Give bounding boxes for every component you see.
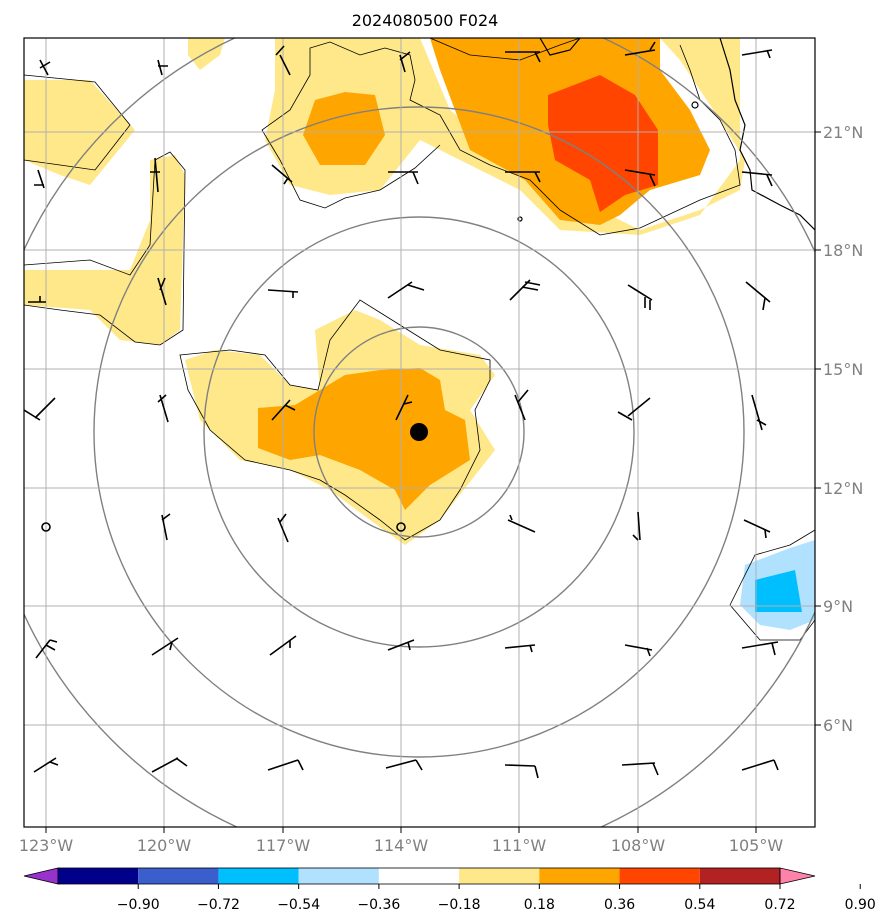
colorbar-segment <box>58 868 139 884</box>
longitude-labels: 123°W 120°W 117°W 114°W 111°W 108°W 105°… <box>19 836 784 855</box>
colorbar-segment <box>459 868 540 884</box>
lat-label: 12°N <box>823 479 863 498</box>
lat-label: 21°N <box>823 123 863 142</box>
colorbar-label: 0.36 <box>604 897 635 913</box>
map-frame <box>23 37 816 828</box>
colorbar-segment <box>539 868 620 884</box>
map-title: 2024080500 F024 <box>352 11 499 30</box>
lat-label: 18°N <box>823 241 863 260</box>
lon-label: 105°W <box>729 836 784 855</box>
colorbar-extend-low <box>23 867 59 885</box>
colorbar-label: 0.54 <box>684 897 715 913</box>
storm-center-marker <box>410 423 428 441</box>
coastline <box>517 38 815 231</box>
grid-lines <box>24 38 815 827</box>
colorbar-label: −0.36 <box>357 897 400 913</box>
colorbar-extend-high <box>779 867 816 885</box>
shading-0.54-0.72 <box>548 75 658 212</box>
colorbar-label: −0.90 <box>117 897 160 913</box>
colorbar-label: −0.72 <box>197 897 240 913</box>
lon-label: 123°W <box>19 836 74 855</box>
map-area <box>24 38 815 827</box>
shading-negative <box>740 540 815 630</box>
range-rings <box>24 38 815 827</box>
colorbar-label: 0.72 <box>764 897 795 913</box>
colorbar-label: 0.18 <box>524 897 555 913</box>
colorbar-segment <box>619 868 700 884</box>
lon-label: 120°W <box>137 836 192 855</box>
lat-label: 6°N <box>823 716 853 735</box>
colorbar-segment <box>378 868 460 884</box>
colorbar-segment <box>218 868 299 884</box>
colorbar-segment <box>699 868 780 884</box>
colorbar: −0.90 −0.72 −0.54 −0.36 −0.18 0.18 0.36 0.54 0.7… <box>23 867 876 913</box>
lon-label: 108°W <box>611 836 666 855</box>
lat-label: 9°N <box>823 597 853 616</box>
lon-label: 117°W <box>256 836 311 855</box>
colorbar-segment <box>298 868 379 884</box>
colorbar-label: −0.18 <box>438 897 481 913</box>
tick-marks <box>45 131 821 833</box>
colorbar-segment <box>138 868 219 884</box>
latitude-labels: 21°N 18°N 15°N 12°N 9°N 6°N <box>823 123 863 735</box>
lon-label: 114°W <box>374 836 429 855</box>
colorbar-frame <box>57 867 781 885</box>
colorbar-label: 0.90 <box>845 897 876 913</box>
lat-label: 15°N <box>823 360 863 379</box>
lon-label: 111°W <box>492 836 547 855</box>
wind-barbs <box>24 41 779 779</box>
colorbar-label: −0.54 <box>277 897 320 913</box>
